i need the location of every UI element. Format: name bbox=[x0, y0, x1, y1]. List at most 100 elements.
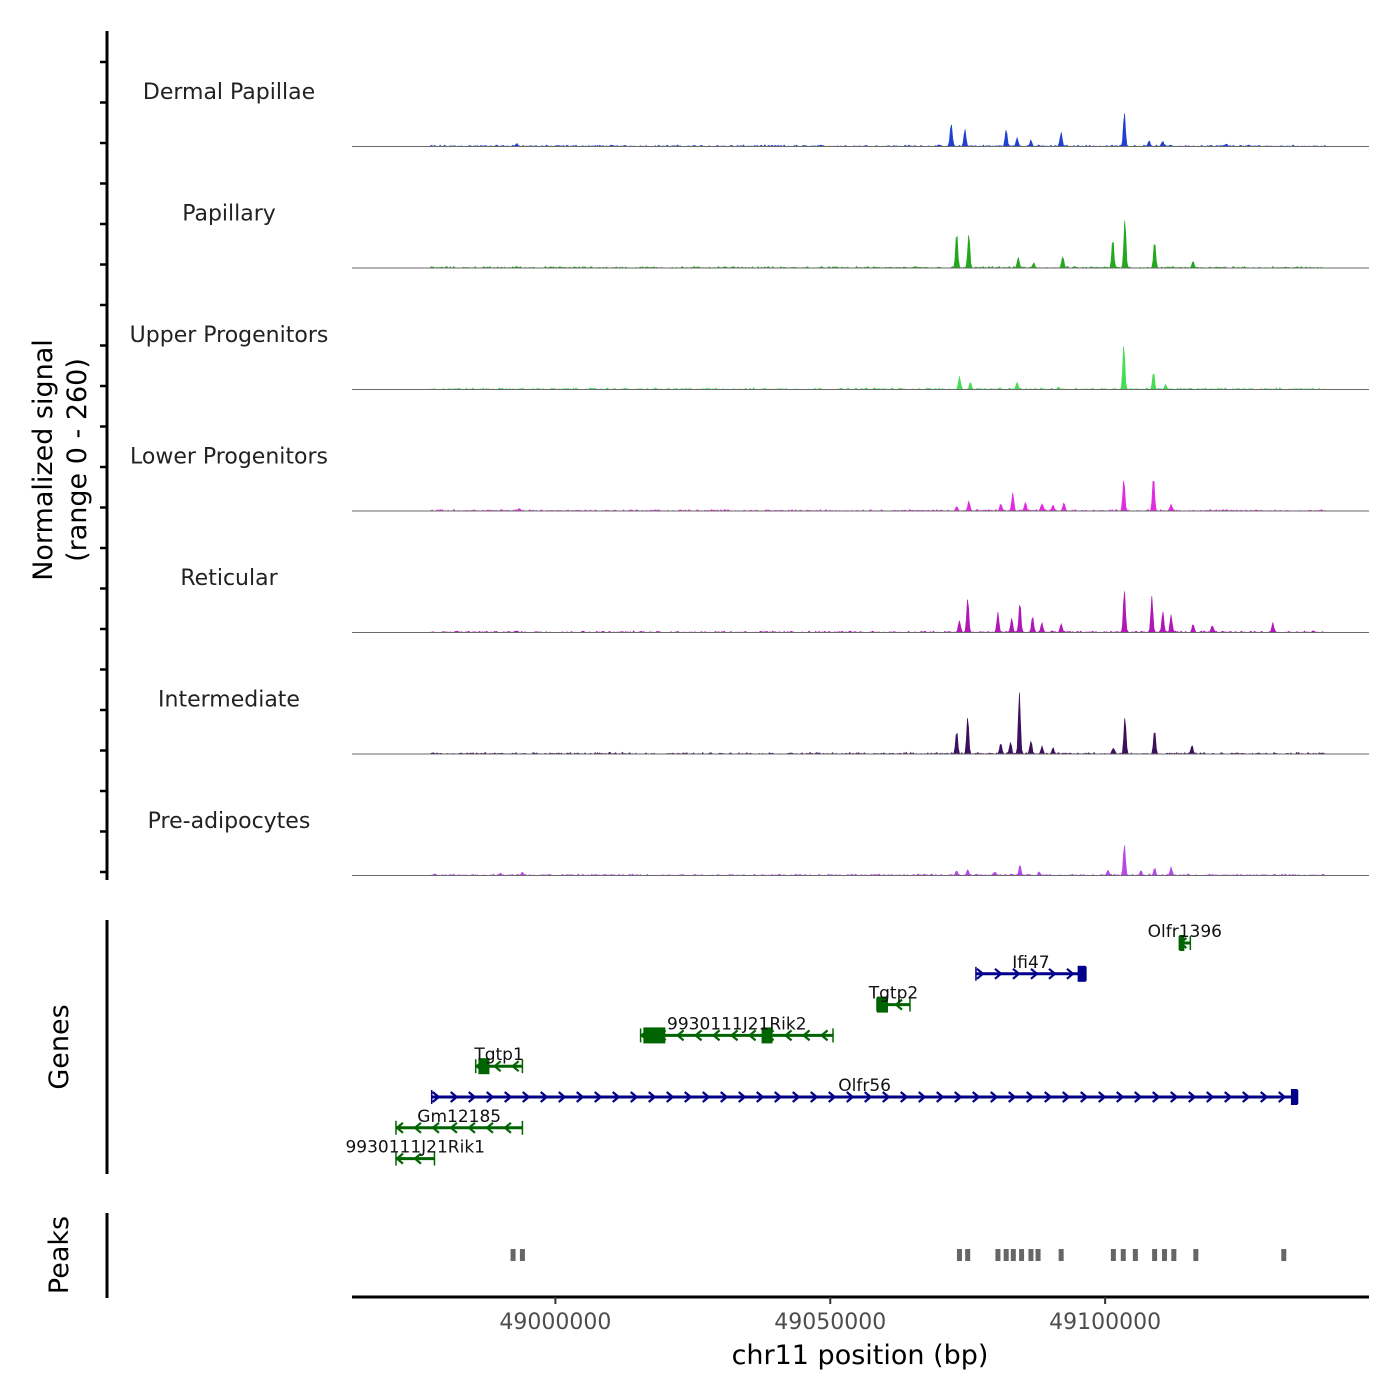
x-axis-ticks: 49000000 49050000 49100000 bbox=[499, 1297, 1161, 1335]
strand-arrow bbox=[684, 1091, 693, 1103]
coverage-area bbox=[352, 220, 1369, 269]
strand-arrow bbox=[576, 1091, 585, 1103]
gene-exon bbox=[478, 1058, 490, 1075]
gene-label: Tgtp2 bbox=[868, 984, 918, 1004]
strand-arrow bbox=[594, 1091, 603, 1103]
coverage-tracks: Dermal Papillae Papillary Upper Progenitor… bbox=[130, 80, 1369, 876]
peak-region bbox=[1152, 1249, 1158, 1261]
strand-arrow bbox=[1026, 1091, 1035, 1103]
strand-arrow bbox=[1008, 1091, 1017, 1103]
strand-arrow bbox=[954, 1091, 963, 1103]
coverage-area bbox=[352, 845, 1369, 876]
strand-arrow bbox=[1206, 1091, 1215, 1103]
peak-region bbox=[1120, 1249, 1126, 1261]
strand-arrow bbox=[774, 1091, 783, 1103]
strand-arrow bbox=[558, 1091, 567, 1103]
strand-arrow bbox=[702, 1091, 711, 1103]
gene-ifi47: Ifi47 bbox=[975, 953, 1087, 982]
strand-arrow bbox=[486, 1091, 495, 1103]
strand-arrow bbox=[792, 1091, 801, 1103]
coverage-area bbox=[352, 113, 1369, 147]
strand-arrow bbox=[540, 1091, 549, 1103]
gene-label: Gm12185 bbox=[417, 1107, 501, 1127]
y-axis-title-line2: (range 0 - 260) bbox=[62, 358, 93, 562]
peak-region bbox=[510, 1249, 516, 1261]
coverage-axis-ticks bbox=[100, 60, 107, 874]
peak-region bbox=[1162, 1249, 1168, 1261]
track-label: Lower Progenitors bbox=[130, 445, 328, 470]
gene-exon bbox=[1179, 935, 1185, 951]
strand-arrow bbox=[864, 1091, 873, 1103]
gene-annotations: Olfr1396 Ifi47 Tgtp2 9930111J21Rik2 Tgtp1 Olf… bbox=[345, 922, 1299, 1166]
strand-arrow bbox=[1134, 1091, 1143, 1103]
peak-region bbox=[1035, 1249, 1041, 1261]
gene-9930111j21rik2: 9930111J21Rik2 bbox=[639, 1014, 834, 1044]
strand-arrow bbox=[810, 1091, 819, 1103]
strand-arrow bbox=[976, 967, 985, 980]
track-pre-adipocytes: Pre-adipocytes bbox=[148, 809, 1369, 876]
track-label: Intermediate bbox=[158, 688, 300, 713]
strand-arrow bbox=[468, 1091, 477, 1103]
strand-arrow bbox=[990, 1091, 999, 1103]
gene-exon bbox=[1290, 1089, 1298, 1105]
peak-region bbox=[1110, 1249, 1116, 1261]
strand-arrow bbox=[1012, 967, 1021, 980]
strand-arrow bbox=[485, 1121, 494, 1134]
strand-arrow bbox=[747, 1029, 757, 1042]
peaks-panel-title: Peaks bbox=[44, 1216, 75, 1294]
strand-arrow bbox=[1030, 967, 1039, 980]
genes-panel-title: Genes bbox=[44, 1004, 75, 1089]
strand-arrow bbox=[612, 1091, 621, 1103]
strand-arrow bbox=[783, 1029, 793, 1042]
strand-arrow bbox=[711, 1029, 721, 1042]
peak-region bbox=[995, 1249, 1001, 1261]
gene-label: Olfr56 bbox=[838, 1076, 891, 1096]
peak-regions bbox=[510, 1249, 1287, 1261]
gene-label: 9930111J21Rik1 bbox=[345, 1138, 485, 1158]
peak-region bbox=[1058, 1249, 1064, 1261]
coverage-area bbox=[352, 346, 1369, 390]
gene-exon bbox=[643, 1027, 666, 1044]
strand-arrow bbox=[1152, 1091, 1161, 1103]
strand-arrow bbox=[693, 1029, 703, 1042]
gene-tgtp1: Tgtp1 bbox=[473, 1045, 524, 1075]
y-axis-title-line1: Normalized signal bbox=[28, 339, 59, 581]
coverage-area bbox=[352, 480, 1369, 512]
strand-arrow bbox=[431, 1121, 440, 1134]
gene-exon bbox=[1077, 965, 1086, 982]
strand-arrow bbox=[395, 1152, 404, 1165]
track-lower-progenitors: Lower Progenitors bbox=[130, 445, 1369, 512]
peak-region bbox=[1132, 1249, 1138, 1261]
strand-arrow bbox=[1048, 967, 1057, 980]
strand-arrow bbox=[432, 1091, 441, 1103]
peak-region bbox=[1171, 1249, 1177, 1261]
strand-arrow bbox=[882, 1091, 891, 1103]
strand-arrow bbox=[918, 1091, 927, 1103]
gene-olfr56: Olfr56 bbox=[430, 1076, 1299, 1105]
peak-region bbox=[1019, 1249, 1025, 1261]
strand-arrow bbox=[828, 1091, 837, 1103]
strand-arrow bbox=[449, 1121, 458, 1134]
peak-region bbox=[956, 1249, 962, 1261]
strand-arrow bbox=[738, 1091, 747, 1103]
strand-arrow bbox=[994, 967, 1003, 980]
x-tick-label: 49000000 bbox=[499, 1310, 611, 1335]
track-papillary: Papillary bbox=[182, 202, 1369, 269]
strand-arrow bbox=[729, 1029, 739, 1042]
strand-arrow bbox=[510, 1060, 520, 1073]
strand-arrow bbox=[801, 1029, 811, 1042]
strand-arrow bbox=[504, 1091, 513, 1103]
strand-arrow bbox=[1170, 1091, 1179, 1103]
strand-arrow bbox=[936, 1091, 945, 1103]
strand-arrow bbox=[756, 1091, 765, 1103]
track-label: Reticular bbox=[180, 566, 278, 591]
track-intermediate: Intermediate bbox=[158, 688, 1369, 755]
strand-arrow bbox=[1242, 1091, 1251, 1103]
strand-arrow bbox=[972, 1091, 981, 1103]
strand-arrow bbox=[630, 1091, 639, 1103]
gene-exon bbox=[761, 1027, 773, 1044]
track-label: Papillary bbox=[182, 202, 276, 227]
strand-arrow bbox=[450, 1091, 459, 1103]
strand-arrow bbox=[1080, 1091, 1089, 1103]
